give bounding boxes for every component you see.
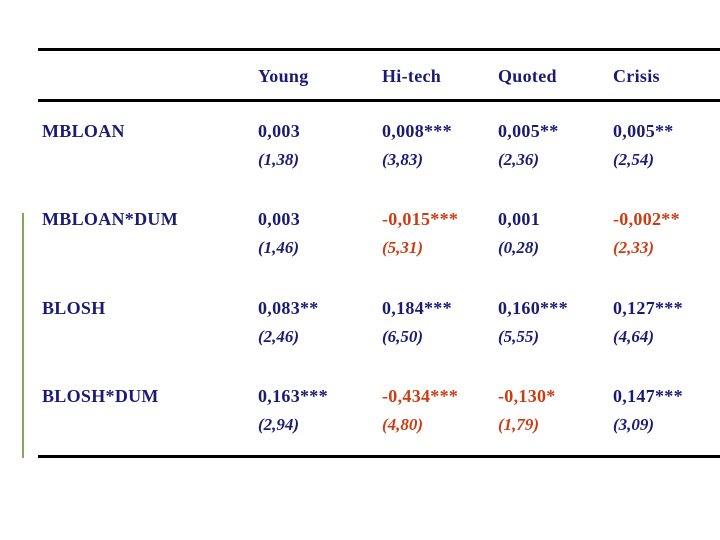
regression-results-table: Young Hi-tech Quoted Crisis MBLOAN 0,003… (38, 48, 720, 458)
table-cell: 0,003 (1,38) (258, 121, 382, 170)
t-statistic: (1,79) (498, 414, 540, 434)
table-cell: 0,008*** (3,83) (382, 121, 498, 170)
coefficient-value: 0,184*** (382, 297, 452, 318)
coefficient-value: 0,163*** (258, 385, 328, 406)
t-statistic: (4,80) (382, 414, 424, 434)
t-statistic: (2,46) (258, 326, 300, 346)
coefficient-value: 0,001 (498, 209, 540, 230)
t-statistic: (4,64) (613, 326, 655, 346)
row-label: MBLOAN*DUM (42, 209, 178, 230)
table-header-row: Young Hi-tech Quoted Crisis (38, 51, 720, 102)
coefficient-value: 0,005** (613, 121, 674, 141)
t-statistic: (6,50) (382, 326, 424, 346)
table-cell: 0,127*** (4,64) (613, 298, 720, 347)
coefficient-value: 0,127*** (613, 297, 683, 318)
column-header-crisis: Crisis (613, 65, 660, 86)
table-cell: 0,147*** (3,09) (613, 386, 720, 435)
row-label: BLOSH*DUM (42, 385, 159, 406)
coefficient-value: -0,130* (498, 385, 556, 406)
t-statistic: (1,38) (258, 150, 300, 169)
table-cell: 0,083** (2,46) (258, 298, 382, 347)
coefficient-value: 0,003 (258, 121, 300, 141)
t-statistic: (2,54) (613, 150, 655, 169)
t-statistic: (5,55) (498, 326, 540, 346)
table-cell: -0,130* (1,79) (498, 386, 613, 435)
table-cell: 0,001 (0,28) (498, 209, 613, 258)
table-cell: 0,184*** (6,50) (382, 298, 498, 347)
coefficient-value: -0,015*** (382, 209, 459, 230)
table-cell: 0,005** (2,36) (498, 121, 613, 170)
t-statistic: (5,31) (382, 238, 424, 258)
table-row-blosh-dum: BLOSH*DUM 0,163*** (2,94) -0,434*** (4,8… (38, 367, 720, 455)
column-header-hitech: Hi-tech (382, 65, 442, 86)
table-row-blosh: BLOSH 0,083** (2,46) 0,184*** (6,50) 0,1… (38, 279, 720, 367)
t-statistic: (1,46) (258, 238, 300, 258)
row-label: MBLOAN (42, 121, 125, 141)
t-statistic: (0,28) (498, 238, 540, 258)
t-statistic: (2,94) (258, 414, 300, 434)
table-cell: -0,002** (2,33) (613, 209, 720, 258)
coefficient-value: 0,005** (498, 121, 559, 141)
table-cell: -0,434*** (4,80) (382, 386, 498, 435)
table-cell: 0,163*** (2,94) (258, 386, 382, 435)
t-statistic: (2,33) (613, 238, 655, 258)
coefficient-value: 0,003 (258, 209, 300, 230)
coefficient-value: 0,083** (258, 297, 319, 318)
table-cell: 0,160*** (5,55) (498, 298, 613, 347)
t-statistic: (3,83) (382, 150, 424, 169)
column-header-young: Young (258, 65, 309, 86)
green-accent-line (22, 213, 24, 458)
coefficient-value: 0,160*** (498, 297, 568, 318)
row-label: BLOSH (42, 297, 106, 318)
coefficient-value: -0,434*** (382, 385, 459, 406)
table-cell: -0,015*** (5,31) (382, 209, 498, 258)
table-cell: 0,005** (2,54) (613, 121, 720, 170)
table-row-mbloan-dum: MBLOAN*DUM 0,003 (1,46) -0,015*** (5,31)… (38, 190, 720, 278)
coefficient-value: 0,008*** (382, 121, 452, 141)
table-cell: 0,003 (1,46) (258, 209, 382, 258)
column-header-quoted: Quoted (498, 65, 557, 86)
table-row-mbloan: MBLOAN 0,003 (1,38) 0,008*** (3,83) 0,00… (38, 102, 720, 190)
coefficient-value: 0,147*** (613, 385, 683, 406)
coefficient-value: -0,002** (613, 209, 680, 230)
t-statistic: (2,36) (498, 150, 540, 169)
t-statistic: (3,09) (613, 414, 655, 434)
